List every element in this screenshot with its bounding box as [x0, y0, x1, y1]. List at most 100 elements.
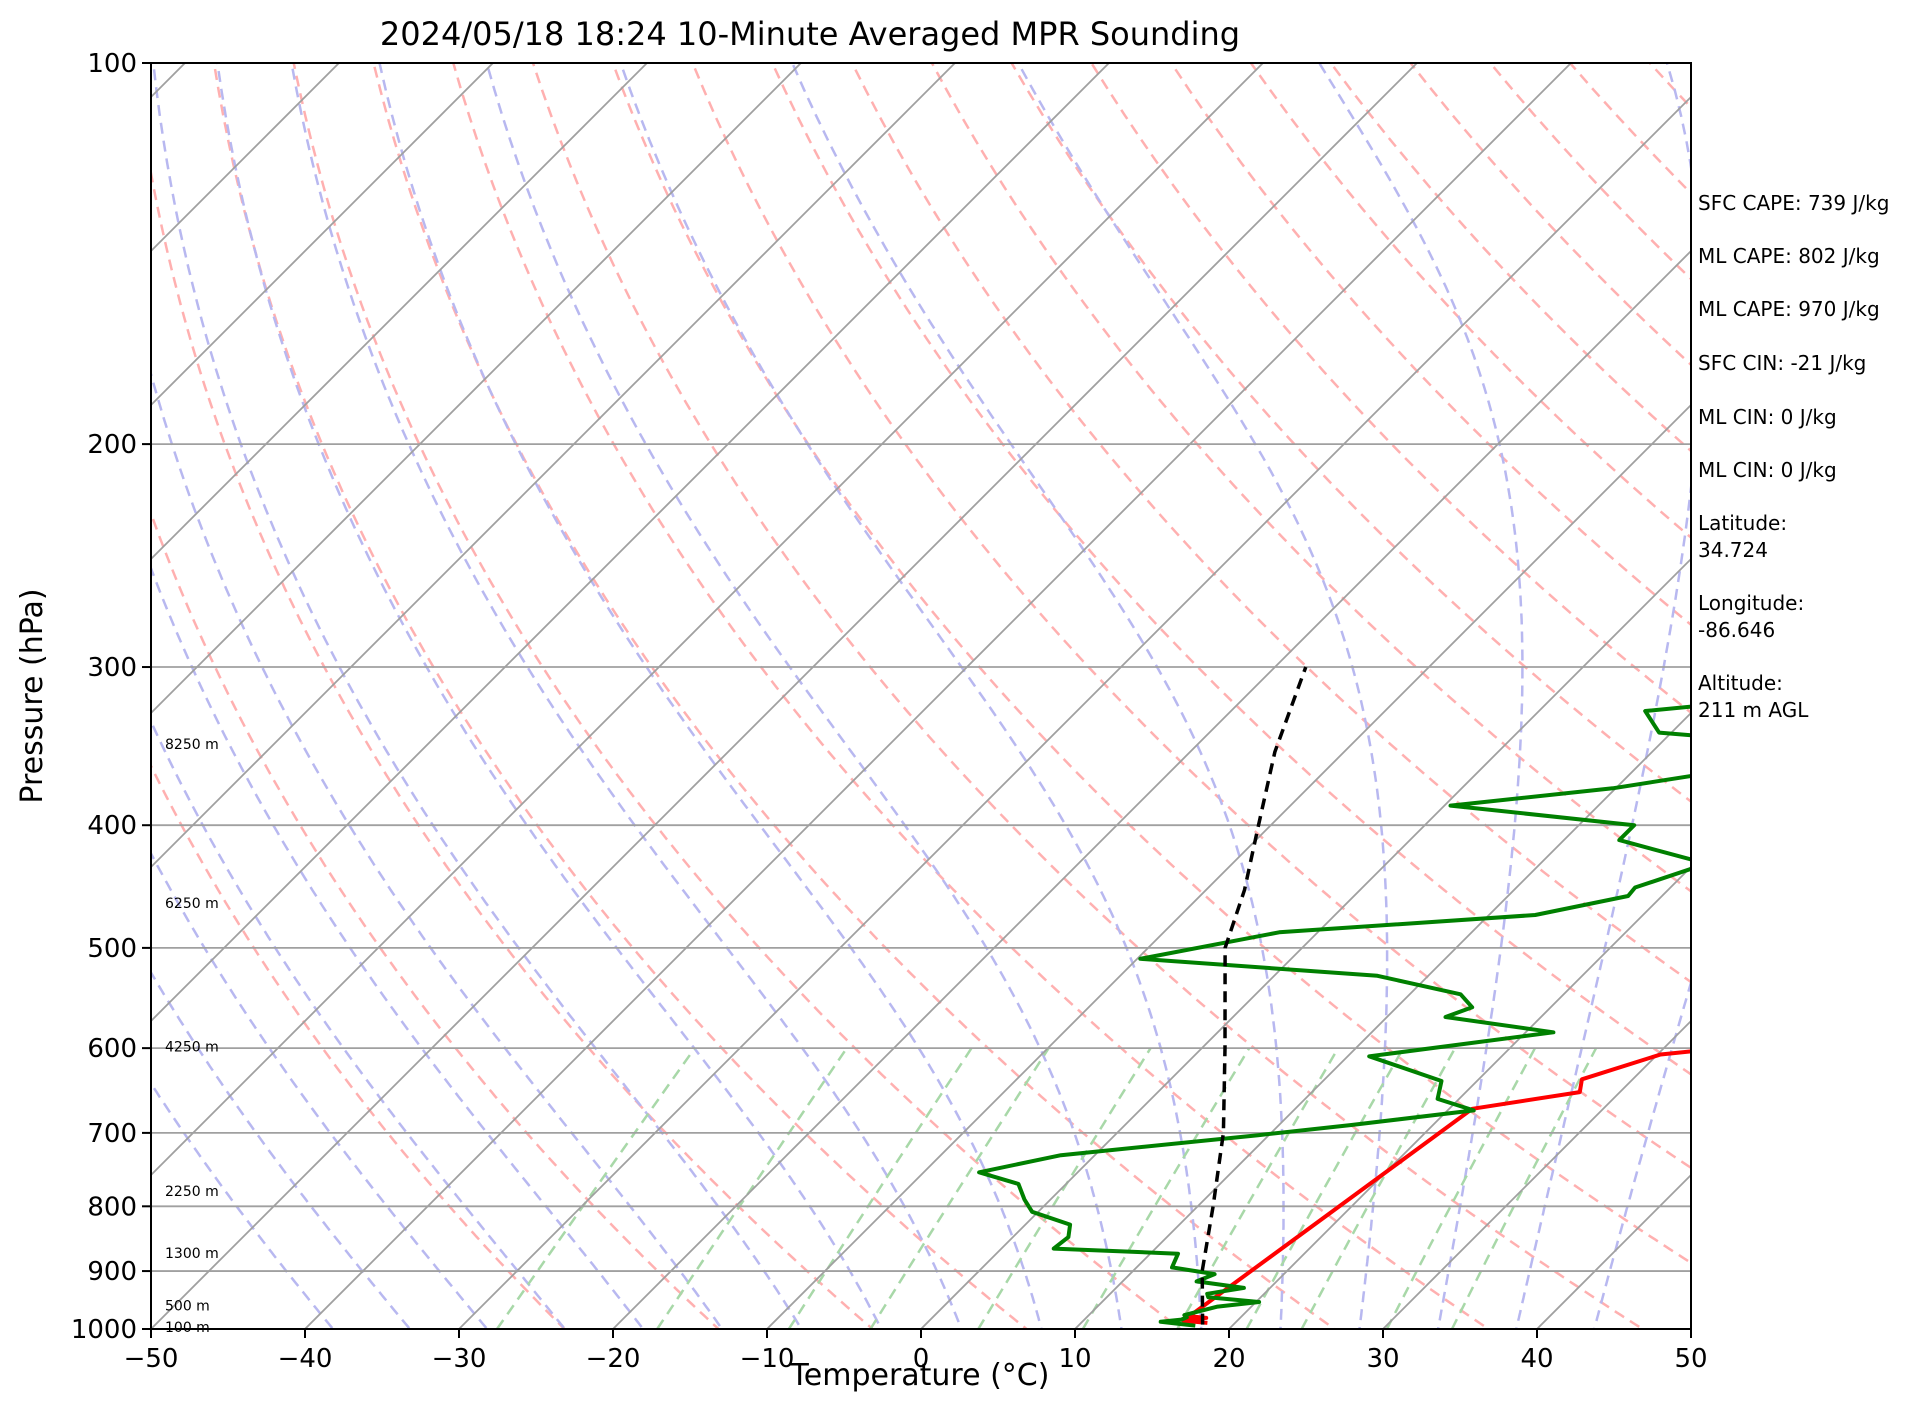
dry-adiabat-line	[1568, 63, 1691, 195]
moist-adiabat-line	[485, 63, 1123, 1329]
y-tick-label: 900	[87, 1257, 137, 1287]
x-tick-label: −50	[124, 1344, 179, 1374]
x-tick-label: −30	[432, 1344, 487, 1374]
height-label: 2250 m	[165, 1184, 219, 1200]
mixing-ratio-line	[977, 1047, 1152, 1329]
dry-adiabat-line	[452, 63, 1491, 1329]
sounding-parameters: SFC CAPE: 739 J/kg ML CAPE: 802 J/kg ML CA…	[1698, 191, 1889, 722]
y-axis-label: Pressure (hPa)	[15, 588, 50, 803]
y-tick-label: 200	[87, 430, 137, 460]
isotherm-line	[151, 63, 648, 561]
dry-adiabat-line	[531, 63, 1645, 1329]
isotherm-line	[304, 63, 1572, 1329]
dry-adiabat-line	[1089, 63, 1691, 715]
dry-adiabat-line	[770, 63, 1691, 1076]
y-tick-label: 800	[87, 1192, 137, 1222]
mixing-ratio-line	[1385, 1047, 1537, 1329]
y-tick-label: 1000	[71, 1315, 137, 1345]
isotherm-line	[151, 63, 956, 869]
dry-adiabat-line	[1169, 63, 1691, 627]
moist-adiabat-line	[151, 851, 489, 1329]
sounding-parameter-text: 34.724	[1698, 538, 1768, 562]
y-tick-label: 100	[87, 49, 137, 79]
plot-frame	[150, 62, 1692, 1330]
y-tick-label: 700	[87, 1119, 137, 1149]
isotherm-line	[151, 63, 494, 407]
moist-adiabat-line	[1318, 63, 1524, 1329]
x-tick-label: 40	[1520, 1344, 1553, 1374]
x-axis-label: Temperature (°C)	[790, 1358, 1050, 1393]
y-tick-label: 600	[87, 1034, 137, 1064]
isotherm-line	[151, 63, 802, 715]
dry-adiabat-line	[372, 63, 1337, 1329]
isotherm-line	[612, 249, 1691, 1329]
chart-title: 2024/05/18 18:24 10-Minute Averaged MPR …	[380, 15, 1240, 53]
sounding-parameter-text: Longitude:	[1698, 591, 1804, 615]
height-label: 1300 m	[165, 1246, 219, 1262]
dry-adiabat-line	[151, 509, 721, 1329]
y-tick-label: 400	[87, 811, 137, 841]
y-tick-label: 500	[87, 934, 137, 964]
moist-adiabat-line	[151, 1081, 335, 1329]
y-tick-label: 300	[87, 653, 137, 683]
moist-adiabat-line	[152, 63, 803, 1329]
sounding-parameter-text: ML CAPE: 802 J/kg	[1698, 244, 1880, 268]
moist-adiabat-line	[151, 564, 645, 1329]
parcel-profile-line	[1200, 666, 1308, 1325]
sounding-parameter-text: -86.646	[1698, 618, 1775, 642]
isotherm-line	[458, 95, 1691, 1329]
x-tick-label: 30	[1366, 1344, 1399, 1374]
x-tick-label: 50	[1674, 1344, 1707, 1374]
moist-adiabat-line	[378, 63, 1043, 1329]
dry-adiabat-line	[850, 63, 1691, 984]
dry-adiabat-line	[1010, 63, 1691, 804]
isotherm-line	[1228, 865, 1691, 1329]
moist-adiabat-line	[1515, 63, 1691, 1329]
height-label: 6250 m	[165, 896, 219, 912]
x-tick-label: 20	[1212, 1344, 1245, 1374]
isotherm-line	[151, 63, 1264, 1177]
moist-adiabat-line	[151, 970, 412, 1329]
mixing-ratio-line	[495, 1047, 696, 1329]
sounding-parameter-text: 211 m AGL	[1698, 698, 1809, 722]
dry-adiabat-line	[930, 63, 1691, 893]
moist-adiabat-line	[619, 63, 1203, 1329]
isotherm-line	[920, 557, 1691, 1329]
x-tick-label: 0	[913, 1344, 930, 1374]
height-label: 100 m	[165, 1320, 210, 1336]
moist-adiabat-line	[151, 718, 567, 1329]
mixing-ratio-line	[656, 1047, 848, 1329]
axis-ticks: −50 −40 −30 −20 −10 0 10 20 30 40 50 1000 900 800 700 6…	[71, 49, 1708, 1374]
isotherm-line	[1074, 711, 1691, 1329]
isotherm-line	[151, 63, 1418, 1329]
background-lines	[151, 35, 1921, 1356]
height-label: 8250 m	[165, 737, 219, 753]
height-label: 500 m	[165, 1298, 210, 1314]
mixing-ratio-line	[1300, 1047, 1457, 1329]
dry-adiabat-line	[691, 63, 1691, 1170]
dry-adiabat-line	[292, 63, 1183, 1329]
mixing-ratio-line	[1081, 1047, 1251, 1329]
isotherm-line	[1382, 1019, 1691, 1329]
moist-adiabat-line	[151, 369, 724, 1329]
x-tick-label: −10	[740, 1344, 795, 1374]
data-series	[977, 666, 1691, 1328]
dewpoint-profile-line	[977, 704, 1691, 1328]
x-tick-label: −20	[586, 1344, 641, 1374]
sounding-parameter-text: SFC CAPE: 739 J/kg	[1698, 191, 1889, 215]
dry-adiabat-line	[1782, 35, 1921, 1356]
sounding-parameter-text: SFC CIN: -21 J/kg	[1698, 351, 1866, 375]
mixing-ratio-line	[1176, 1047, 1340, 1329]
x-tick-label: 10	[1058, 1344, 1091, 1374]
isotherm-line	[151, 63, 340, 253]
moist-adiabat-line	[1592, 978, 1691, 1329]
isotherm-line	[151, 63, 1110, 1023]
temperature-profile-line	[1181, 1049, 1691, 1325]
dry-adiabat-line	[1703, 35, 1921, 1356]
dry-adiabat-line	[1648, 63, 1691, 110]
height-label: 4250 m	[165, 1039, 219, 1055]
sounding-parameter-text: ML CIN: 0 J/kg	[1698, 405, 1837, 429]
sounding-parameter-text: ML CIN: 0 J/kg	[1698, 458, 1837, 482]
x-tick-label: −40	[278, 1344, 333, 1374]
